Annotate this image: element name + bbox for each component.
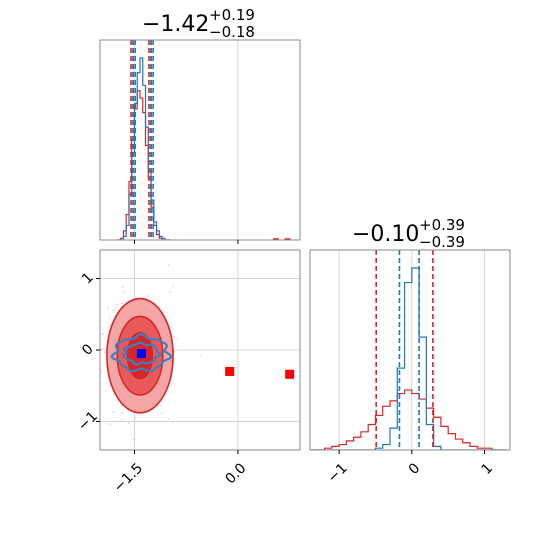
scatter-sample-point <box>161 412 164 415</box>
title-param1-value: −1.42 <box>142 12 209 37</box>
x-tick-label: 0 <box>406 460 424 478</box>
scatter-sample-point <box>133 417 136 419</box>
scatter-sample-point <box>63 316 65 318</box>
title-param1: −1.42 +0.19 −0.18 <box>142 6 255 41</box>
scatter-sample-point <box>101 333 104 336</box>
title-param1-minus: −0.18 <box>209 23 255 41</box>
scatter-sample-point <box>100 371 103 374</box>
panel-frame <box>309 249 511 451</box>
scatter-sample-point <box>172 285 175 287</box>
y-tick-label: 0 <box>79 341 97 359</box>
panel-background <box>100 40 300 240</box>
x-tick-label: 0.0 <box>222 460 249 487</box>
scatter-sample-point <box>159 404 162 407</box>
x-tick-label: 1 <box>479 460 497 478</box>
panel-frame <box>99 39 301 241</box>
scatter-sample-point <box>103 351 106 354</box>
scatter-sample-point <box>134 492 136 494</box>
histogram-blue-series <box>117 57 171 240</box>
histogram-red-series <box>310 389 507 450</box>
y-tick-label: −1 <box>75 408 101 434</box>
panel-background <box>310 250 510 450</box>
scatter-sample-point <box>173 336 176 339</box>
tick-marks: −1 0 1 <box>325 450 496 486</box>
title-param2-value: −0.10 <box>352 222 419 247</box>
title-param2: −0.10 +0.39 −0.39 <box>352 216 465 251</box>
scatter-sample-point <box>175 338 178 341</box>
scatter-sample-point <box>167 264 170 266</box>
histogram-param2-panel: −1 0 1 <box>309 249 511 486</box>
scatter-sample-point <box>120 419 123 422</box>
marker-red-point <box>285 369 295 379</box>
scatter-sample-point <box>121 412 123 414</box>
scatter-sample-point <box>147 295 150 297</box>
scatter-sample-point <box>95 364 97 366</box>
title-param2-minus: −0.39 <box>419 233 465 251</box>
marker-blue-point <box>136 349 146 359</box>
scatter-sample-point <box>127 422 130 424</box>
scatter-sample-point <box>167 417 170 420</box>
grid-lines <box>338 250 485 450</box>
title-param1-plus: +0.19 <box>209 6 255 24</box>
scatter-sample-point <box>112 309 115 312</box>
x-tick-label: −1 <box>325 460 351 486</box>
scatter-sample-point <box>106 307 109 310</box>
histogram-param1-panel <box>99 39 301 244</box>
scatter-sample-point <box>109 423 112 426</box>
contour-blue-level-2 <box>122 341 162 366</box>
histogram-content <box>310 250 507 450</box>
scatter-sample-point <box>169 291 172 293</box>
scatter-content <box>63 264 295 494</box>
contour-blue-level-1 <box>110 333 173 373</box>
scatter-sample-point <box>199 354 202 357</box>
scatter-sample-point <box>111 411 114 414</box>
title-param2-plus: +0.39 <box>419 216 465 234</box>
scatter-sample-point <box>121 285 124 288</box>
scatter-sample-point <box>108 316 111 318</box>
histogram-content <box>117 40 291 240</box>
scatter-sample-point <box>132 438 135 441</box>
marker-red-point <box>225 366 235 376</box>
x-tick-label: −1.5 <box>111 460 146 495</box>
scatter-sample-point <box>120 302 123 305</box>
scatter-sample-point <box>123 291 126 294</box>
histogram-blue-series <box>310 267 507 450</box>
scatter-sample-point <box>115 303 118 306</box>
tick-marks <box>133 240 239 244</box>
scatter-sample-point <box>100 348 103 351</box>
y-tick-label: 1 <box>79 270 97 288</box>
scatter-panel: −1.5 0.0 1 0 −1 <box>63 249 301 496</box>
